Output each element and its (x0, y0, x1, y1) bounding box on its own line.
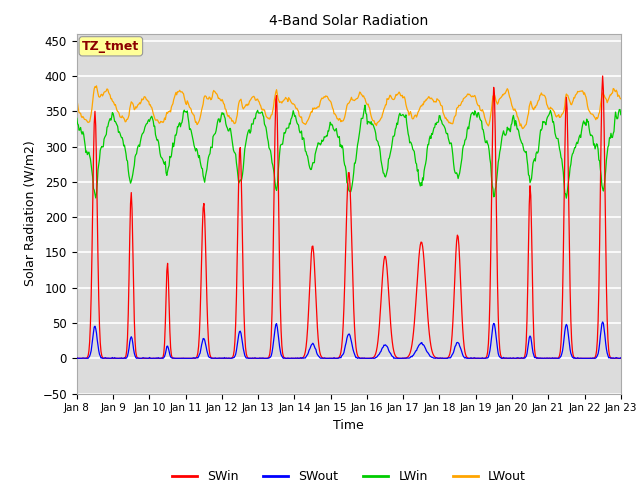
Legend: SWin, SWout, LWin, LWout: SWin, SWout, LWin, LWout (167, 465, 531, 480)
Title: 4-Band Solar Radiation: 4-Band Solar Radiation (269, 14, 428, 28)
X-axis label: Time: Time (333, 419, 364, 432)
Text: TZ_tmet: TZ_tmet (82, 40, 140, 53)
Y-axis label: Solar Radiation (W/m2): Solar Radiation (W/m2) (24, 141, 37, 287)
